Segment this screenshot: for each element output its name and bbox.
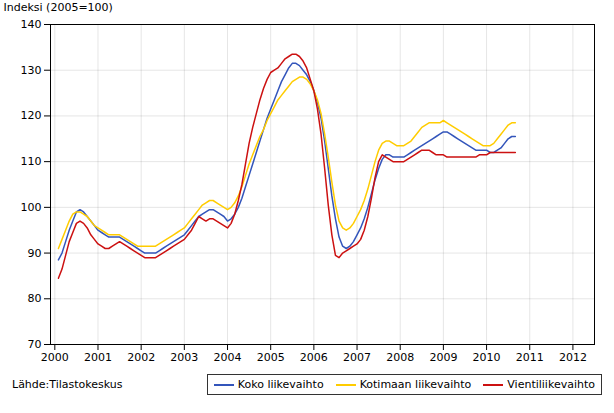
svg-text:70: 70 [28,338,42,351]
svg-text:2000: 2000 [41,351,69,364]
svg-text:2009: 2009 [429,351,457,364]
svg-text:100: 100 [21,201,42,214]
svg-text:2008: 2008 [386,351,414,364]
svg-text:Indeksi (2005=100): Indeksi (2005=100) [4,1,113,14]
svg-text:2010: 2010 [473,351,501,364]
html-text:Kotimaan liikevaihto: Kotimaan liikevaihto [359,378,472,391]
svg-text:90: 90 [28,247,42,260]
svg-text:2011: 2011 [516,351,544,364]
svg-text:2005: 2005 [257,351,285,364]
html-text:Lähde:Tilastokeskus: Lähde:Tilastokeskus [12,378,123,391]
svg-text:120: 120 [21,109,42,122]
svg-text:140: 140 [21,18,42,31]
html-text:Vientiliikevaihto: Vientiliikevaihto [507,378,595,391]
svg-text:2012: 2012 [559,351,587,364]
svg-text:2001: 2001 [84,351,112,364]
html-text:Koko liikevaihto: Koko liikevaihto [237,378,324,391]
svg-text:130: 130 [21,64,42,77]
svg-text:2004: 2004 [214,351,242,364]
svg-text:2002: 2002 [127,351,155,364]
svg-text:2007: 2007 [343,351,371,364]
svg-text:110: 110 [21,155,42,168]
svg-text:2006: 2006 [300,351,328,364]
svg-text:2003: 2003 [170,351,198,364]
svg-text:80: 80 [28,292,42,305]
